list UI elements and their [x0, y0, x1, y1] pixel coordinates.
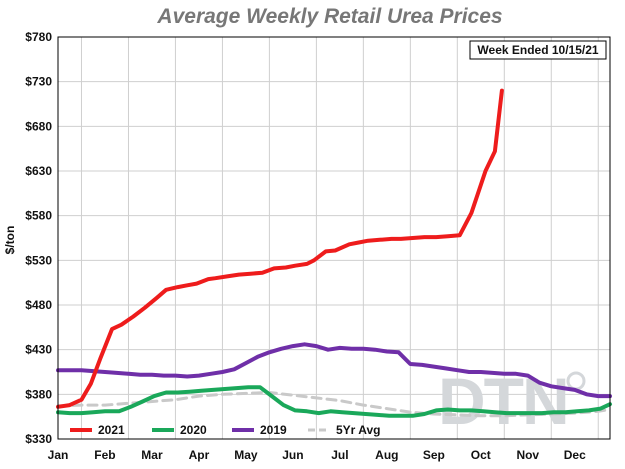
y-tick-label: $580 [25, 209, 52, 223]
x-tick-label: Jan [48, 448, 69, 462]
x-tick-label: Feb [94, 448, 115, 462]
y-axis-label: $/ton [3, 226, 17, 255]
y-tick-label: $530 [25, 253, 52, 267]
x-tick-label: Sep [423, 448, 445, 462]
y-tick-label: $380 [25, 387, 52, 401]
y-tick-label: $630 [25, 164, 52, 178]
x-tick-label: Apr [189, 448, 210, 462]
y-tick-label: $680 [25, 119, 52, 133]
legend-label: 2020 [180, 423, 207, 437]
y-tick-label: $330 [25, 432, 52, 446]
legend-label: 2019 [260, 423, 287, 437]
week-ended-note: Week Ended 10/15/21 [477, 43, 599, 57]
y-tick-label: $480 [25, 298, 52, 312]
y-tick-label: $430 [25, 343, 52, 357]
urea-price-chart: Average Weekly Retail Urea Prices DTN $3… [0, 0, 625, 469]
legend-label: 2021 [98, 423, 125, 437]
x-tick-label: Nov [516, 448, 539, 462]
x-tick-label: Aug [375, 448, 398, 462]
x-tick-label: Oct [471, 448, 491, 462]
y-tick-label: $780 [25, 30, 52, 44]
chart-title: Average Weekly Retail Urea Prices [156, 5, 502, 28]
chart-container: Average Weekly Retail Urea Prices DTN $3… [0, 0, 625, 469]
legend-label: 5Yr Avg [336, 423, 380, 437]
x-tick-label: May [234, 448, 258, 462]
x-tick-label: Jul [331, 448, 348, 462]
x-tick-label: Mar [141, 448, 163, 462]
x-tick-label: Dec [564, 448, 586, 462]
x-tick-label: Jun [282, 448, 303, 462]
y-tick-label: $730 [25, 75, 52, 89]
